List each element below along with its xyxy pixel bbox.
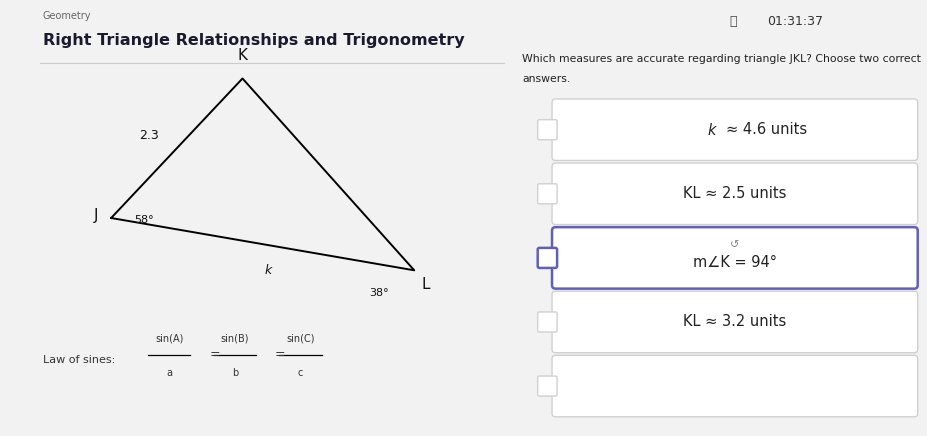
Text: =: =: [275, 348, 286, 361]
Text: k: k: [264, 264, 272, 277]
FancyBboxPatch shape: [538, 119, 557, 140]
Text: KL ≈ 2.5 units: KL ≈ 2.5 units: [683, 186, 787, 201]
FancyBboxPatch shape: [552, 355, 918, 417]
Text: KL ≈ 3.2 units: KL ≈ 3.2 units: [683, 314, 786, 330]
Text: b: b: [232, 368, 238, 378]
Text: m∠K = 94°: m∠K = 94°: [692, 255, 777, 270]
Text: answers.: answers.: [522, 74, 570, 84]
Text: ↺: ↺: [730, 240, 740, 250]
FancyBboxPatch shape: [552, 163, 918, 225]
FancyBboxPatch shape: [552, 291, 918, 353]
Text: ≈ 4.6 units: ≈ 4.6 units: [727, 122, 807, 137]
Text: 38°: 38°: [369, 288, 389, 298]
Text: K: K: [237, 48, 248, 63]
Text: Which measures are accurate regarding triangle JKL? Choose two correct: Which measures are accurate regarding tr…: [522, 54, 921, 65]
FancyBboxPatch shape: [538, 376, 557, 396]
Text: sin(B): sin(B): [221, 333, 249, 343]
Text: Law of sines:: Law of sines:: [43, 355, 115, 364]
Text: ⏱: ⏱: [730, 15, 737, 28]
Text: Right Triangle Relationships and Trigonometry: Right Triangle Relationships and Trigono…: [43, 33, 464, 48]
FancyBboxPatch shape: [538, 248, 557, 268]
Text: 58°: 58°: [133, 215, 154, 225]
Text: L: L: [422, 277, 430, 292]
FancyBboxPatch shape: [552, 227, 918, 289]
FancyBboxPatch shape: [552, 99, 918, 160]
Text: Geometry: Geometry: [43, 11, 92, 21]
Text: J: J: [94, 208, 98, 223]
FancyBboxPatch shape: [538, 312, 557, 332]
Text: 2.3: 2.3: [139, 129, 159, 142]
Text: sin(A): sin(A): [155, 333, 184, 343]
Text: c: c: [298, 368, 303, 378]
Text: sin(C): sin(C): [286, 333, 315, 343]
Text: =: =: [210, 348, 220, 361]
Text: a: a: [166, 368, 172, 378]
Text: $k$: $k$: [707, 122, 718, 138]
Text: 01:31:37: 01:31:37: [767, 15, 823, 28]
FancyBboxPatch shape: [538, 184, 557, 204]
